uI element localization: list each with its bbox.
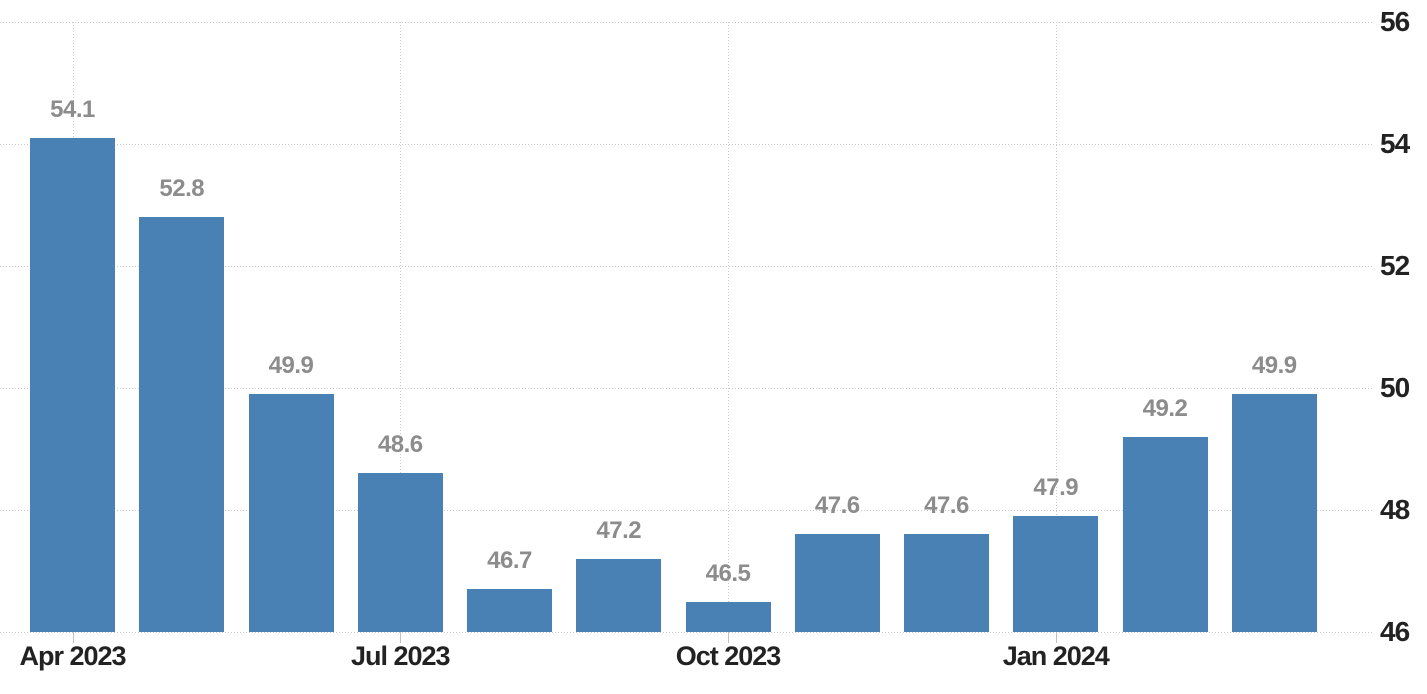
bar (685, 601, 771, 632)
bar-value-label: 49.2 (1142, 394, 1188, 422)
gridline-v (1056, 22, 1057, 632)
bar (139, 217, 225, 632)
x-tick-mark (73, 632, 74, 643)
y-tick-label: 50 (1380, 372, 1410, 403)
x-tick-mark (1056, 632, 1057, 643)
bar-value-label: 47.2 (596, 516, 642, 544)
bar-value-label: 52.8 (159, 175, 205, 203)
bar-value-label: 46.7 (487, 547, 532, 575)
plot-area: 54.1 52.8 49.9 48.6 46.7 47.2 46.5 47.6 47.6 47.9… (0, 22, 1374, 671)
y-tick-label: 48 (1380, 494, 1410, 525)
bar (1122, 436, 1208, 632)
bar-value-label: 49.9 (268, 352, 314, 380)
x-axis-line (0, 632, 1374, 633)
bar (904, 534, 989, 632)
x-tick-label: Apr 2023 (19, 641, 126, 671)
gridline-h (0, 22, 1374, 23)
x-tick-mark (400, 632, 401, 643)
bar (1231, 394, 1317, 632)
x-tick-mark (728, 632, 729, 643)
bar-value-label: 49.9 (1251, 352, 1297, 380)
gridline-h (0, 510, 1374, 511)
x-tick-label: Jul 2023 (350, 641, 451, 671)
y-tick-label: 54 (1380, 128, 1410, 159)
y-tick-label: 56 (1380, 6, 1410, 37)
bar (248, 394, 334, 632)
bar (576, 558, 662, 632)
bar-value-label: 46.5 (705, 559, 751, 587)
bar (30, 137, 115, 632)
bar-value-label: 54.1 (50, 95, 95, 123)
bar-value-label: 47.6 (924, 492, 969, 520)
y-tick-label: 46 (1380, 616, 1410, 647)
gridline-v (728, 22, 729, 632)
gridline-v (400, 22, 401, 632)
y-tick-label: 52 (1380, 250, 1410, 281)
bar (794, 534, 880, 632)
bar-value-label: 47.9 (1033, 474, 1079, 502)
gridline-h (0, 144, 1374, 145)
bar-value-label: 48.6 (377, 431, 423, 459)
gridline-h (0, 388, 1374, 389)
bar (1013, 516, 1099, 632)
bar-value-label: 47.6 (814, 492, 860, 520)
bar (467, 589, 552, 632)
x-tick-label: Oct 2023 (675, 641, 782, 671)
bar (357, 473, 443, 632)
x-tick-label: Jan 2024 (1002, 641, 1110, 671)
gridline-h (0, 266, 1374, 267)
